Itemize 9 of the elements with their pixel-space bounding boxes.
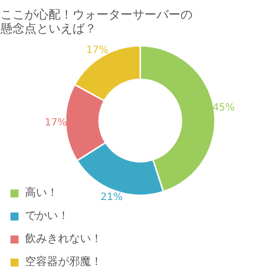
legend-label: 空容器が邪魔！: [25, 254, 102, 269]
legend-label: 高い！: [25, 185, 58, 200]
legend-label: でかい！: [25, 208, 69, 223]
data-label: 21%: [100, 192, 123, 203]
data-label: 17%: [44, 118, 67, 129]
data-label: 17%: [86, 44, 108, 56]
chart-title: ここが心配！ウォーターサーバーの懸念点といえば？: [0, 8, 192, 36]
data-label: 45%: [212, 102, 235, 114]
legend-label: 飲みきれない！: [25, 231, 102, 246]
